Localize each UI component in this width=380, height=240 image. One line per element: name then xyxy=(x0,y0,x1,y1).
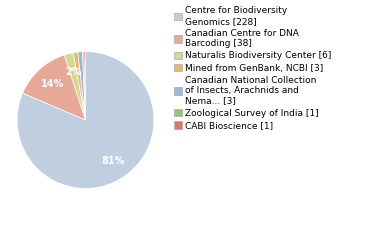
Wedge shape xyxy=(82,52,86,120)
Wedge shape xyxy=(64,53,86,120)
Wedge shape xyxy=(22,55,86,120)
Legend: Centre for Biodiversity
Genomics [228], Canadian Centre for DNA
Barcoding [38], : Centre for Biodiversity Genomics [228], … xyxy=(172,5,333,132)
Text: 2%: 2% xyxy=(65,67,82,77)
Wedge shape xyxy=(17,52,154,188)
Wedge shape xyxy=(73,52,86,120)
Wedge shape xyxy=(78,52,86,120)
Text: 81%: 81% xyxy=(101,156,124,166)
Wedge shape xyxy=(84,52,86,120)
Text: 14%: 14% xyxy=(41,79,64,89)
